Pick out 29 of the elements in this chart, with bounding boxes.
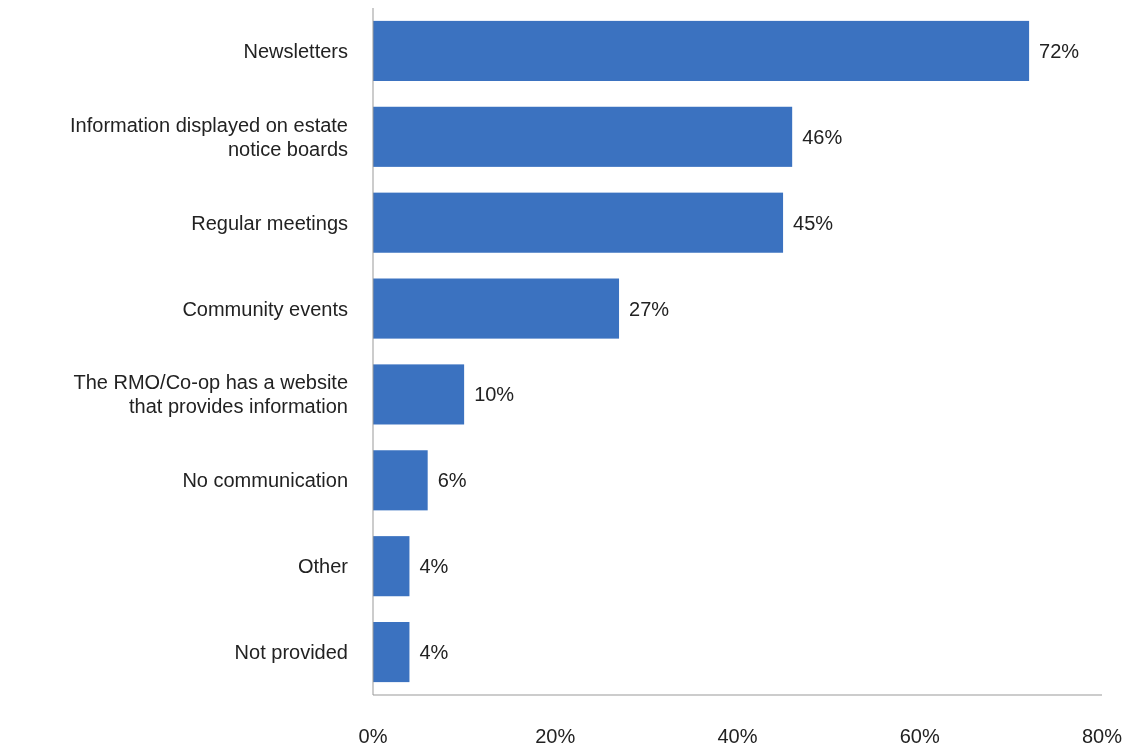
y-tick-label: Newsletters (243, 39, 348, 62)
bar (373, 364, 465, 425)
y-tick-label: Community events (182, 297, 348, 320)
y-tick-label: Not provided (234, 641, 348, 664)
data-label: 4% (419, 641, 449, 664)
bar (373, 20, 1030, 81)
bar (373, 192, 784, 253)
bar (373, 450, 428, 511)
bar (373, 106, 793, 167)
y-tick-label: The RMO/Co-op has a website that provides information (73, 371, 348, 418)
y-tick-label: Information displayed on estate notice boards (70, 113, 348, 160)
x-tick-label: 40% (717, 725, 758, 747)
x-tick-label: 0% (358, 725, 388, 747)
data-label: 4% (419, 555, 449, 578)
data-label: 6% (437, 469, 467, 492)
data-label: 46% (802, 125, 843, 148)
data-label: 72% (1039, 39, 1080, 62)
x-tick-label: 80% (1081, 725, 1123, 747)
data-label: 10% (474, 383, 515, 406)
data-label: 27% (629, 297, 670, 320)
y-tick-label: Other (297, 555, 349, 578)
x-tick-label: 60% (899, 725, 940, 747)
y-tick-label: No communication (182, 469, 348, 492)
bar (373, 622, 410, 683)
y-tick-label: Regular meetings (191, 211, 348, 234)
data-label: 45% (793, 211, 834, 234)
bar (373, 536, 410, 597)
x-tick-label: 20% (535, 725, 576, 747)
bar (373, 278, 620, 339)
